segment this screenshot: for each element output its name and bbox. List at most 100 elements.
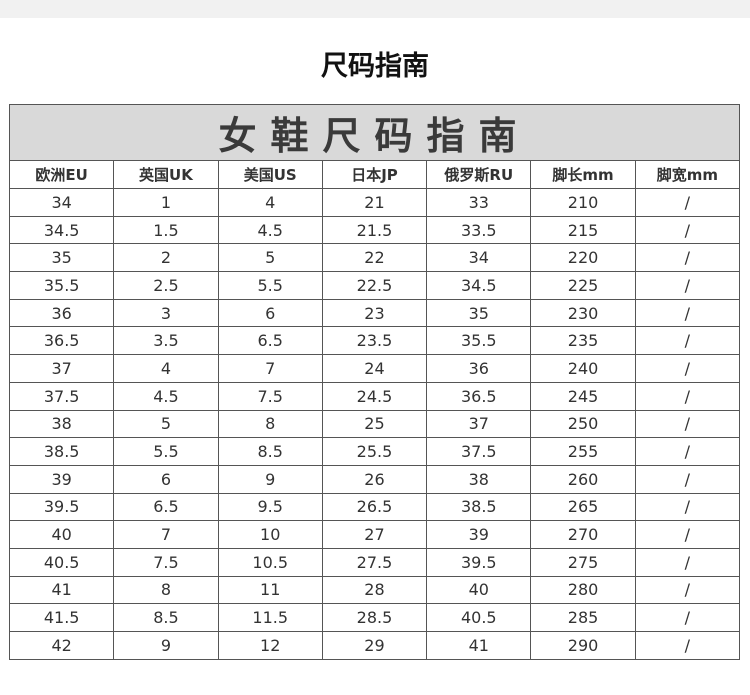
table-body: 34 1 4 21 33 210/34.5 1.5 4.5 21.5 33.5 215/35 2 5 22…	[8, 188, 741, 660]
table-cell: 2	[113, 243, 219, 273]
table-cell: /	[634, 298, 741, 328]
column-header: 脚长mm	[530, 160, 636, 189]
table-cell: /	[634, 464, 741, 494]
table-row: 37 4 7 24 36 240/	[8, 354, 741, 383]
table-cell: /	[634, 409, 741, 439]
table-cell: 255	[530, 437, 636, 466]
table-cell: 3	[113, 298, 219, 328]
table-cell: 33	[426, 188, 532, 217]
table-cell: 5.5	[217, 271, 323, 300]
table-cell: 37.5	[8, 381, 115, 411]
table-row: 41 8 11 28 40 280/	[8, 575, 741, 605]
table-cell: 36	[8, 298, 115, 328]
table-cell: 38	[8, 409, 115, 439]
table-cell: 290	[530, 631, 636, 660]
size-table: 女鞋尺码指南 欧洲EU 英国UK 美国US 日本JP 俄罗斯RU 脚长mm 脚宽mm 34 1…	[8, 104, 741, 660]
table-cell: 25.5	[321, 437, 428, 466]
table-cell: 8	[113, 575, 219, 605]
table-cell: 280	[530, 575, 636, 605]
table-cell: 38	[426, 464, 532, 494]
table-cell: 35.5	[8, 271, 115, 300]
table-cell: 8.5	[113, 603, 219, 632]
table-cell: 10	[217, 520, 323, 549]
table-cell: 40.5	[8, 547, 115, 577]
table-cell: 6	[113, 464, 219, 494]
table-cell: 39	[8, 464, 115, 494]
table-cell: 28.5	[321, 603, 428, 632]
table-row: 40 7 10 27 39 270/	[8, 520, 741, 549]
table-cell: 25	[321, 409, 428, 439]
table-cell: 34	[426, 243, 532, 273]
table-cell: /	[634, 243, 741, 273]
table-cell: 6.5	[217, 326, 323, 356]
table-cell: 27.5	[321, 547, 428, 577]
table-row: 36.5 3.5 6.5 23.5 35.5 235/	[8, 326, 741, 356]
table-cell: 230	[530, 298, 636, 328]
table-cell: /	[634, 603, 741, 632]
table-row: 42 9 12 29 41 290/	[8, 631, 741, 660]
table-title: 女鞋尺码指南	[9, 104, 740, 161]
table-cell: 11.5	[217, 603, 323, 632]
table-cell: 4	[217, 188, 323, 217]
table-cell: 33.5	[426, 215, 532, 245]
table-cell: 9	[113, 631, 219, 660]
table-cell: 260	[530, 464, 636, 494]
table-cell: 250	[530, 409, 636, 439]
table-cell: 220	[530, 243, 636, 273]
table-cell: 34	[8, 188, 115, 217]
table-cell: /	[634, 215, 741, 245]
table-cell: 38.5	[8, 437, 115, 466]
table-cell: 26.5	[321, 492, 428, 522]
table-row: 41.5 8.5 11.5 28.5 40.5 285/	[8, 603, 741, 632]
table-cell: 34.5	[8, 215, 115, 245]
table-cell: 2.5	[113, 271, 219, 300]
table-cell: /	[634, 326, 741, 356]
table-cell: 29	[321, 631, 428, 660]
table-cell: 26	[321, 464, 428, 494]
table-row: 34 1 4 21 33 210/	[8, 188, 741, 217]
column-header: 欧洲EU	[8, 160, 115, 189]
table-cell: 23.5	[321, 326, 428, 356]
table-cell: 7	[113, 520, 219, 549]
table-cell: 41	[8, 575, 115, 605]
table-cell: 24.5	[321, 381, 428, 411]
table-cell: 6.5	[113, 492, 219, 522]
table-cell: 22	[321, 243, 428, 273]
table-cell: /	[634, 575, 741, 605]
table-cell: 1	[113, 188, 219, 217]
table-cell: /	[634, 547, 741, 577]
table-cell: /	[634, 381, 741, 411]
table-cell: 5	[217, 243, 323, 273]
table-cell: 5.5	[113, 437, 219, 466]
table-cell: 41	[426, 631, 532, 660]
column-header: 俄罗斯RU	[426, 160, 532, 189]
table-cell: 4.5	[217, 215, 323, 245]
table-cell: 35	[8, 243, 115, 273]
table-cell: /	[634, 354, 741, 383]
table-cell: 41.5	[8, 603, 115, 632]
table-cell: 10.5	[217, 547, 323, 577]
table-row: 36 3 6 23 35 230/	[8, 298, 741, 328]
table-cell: 240	[530, 354, 636, 383]
table-cell: 38.5	[426, 492, 532, 522]
table-cell: 3.5	[113, 326, 219, 356]
table-cell: 34.5	[426, 271, 532, 300]
table-cell: 8	[217, 409, 323, 439]
table-cell: 37.5	[426, 437, 532, 466]
table-cell: 37	[8, 354, 115, 383]
table-cell: 215	[530, 215, 636, 245]
table-row: 34.5 1.5 4.5 21.5 33.5 215/	[8, 215, 741, 245]
table-row: 40.5 7.5 10.5 27.5 39.5 275/	[8, 547, 741, 577]
table-cell: 4.5	[113, 381, 219, 411]
table-cell: 39.5	[426, 547, 532, 577]
column-header: 日本JP	[321, 160, 428, 189]
table-cell: 265	[530, 492, 636, 522]
table-cell: 23	[321, 298, 428, 328]
table-cell: 42	[8, 631, 115, 660]
table-cell: 8.5	[217, 437, 323, 466]
table-row: 38.5 5.5 8.5 25.5 37.5 255/	[8, 437, 741, 466]
table-row: 35 2 5 22 34 220/	[8, 243, 741, 273]
table-cell: 40	[426, 575, 532, 605]
table-row: 39 6 9 26 38 260/	[8, 464, 741, 494]
